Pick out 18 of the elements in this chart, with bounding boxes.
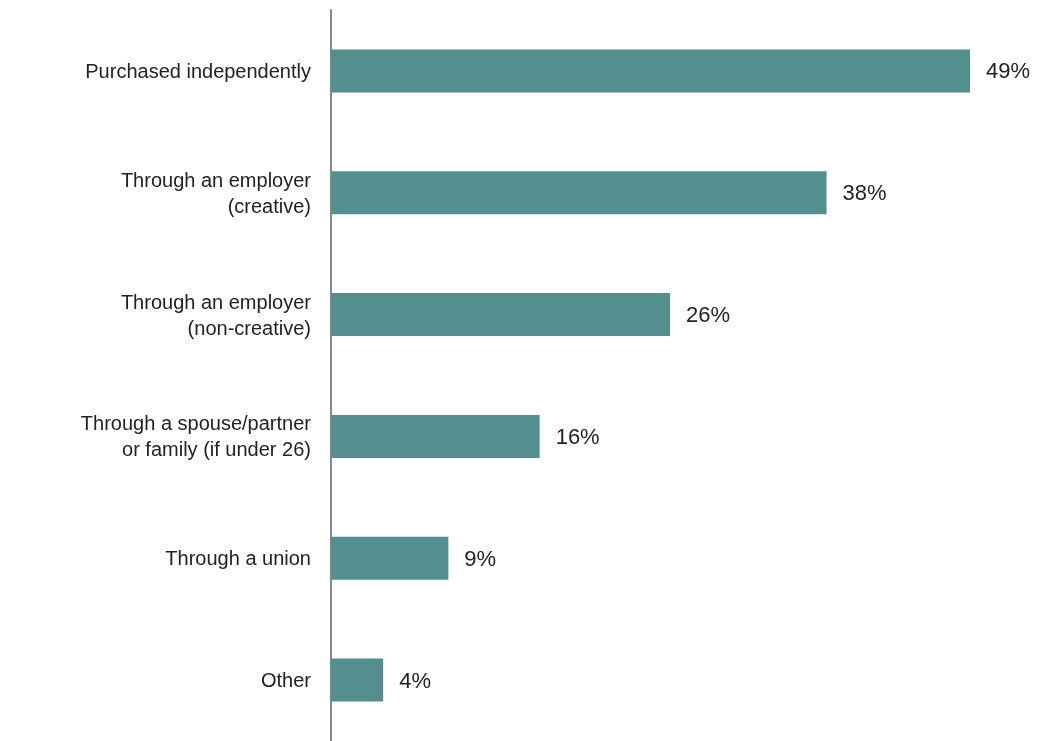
data-label: 16% (555, 423, 600, 449)
bar (331, 49, 970, 93)
bar (331, 414, 540, 458)
bar (331, 536, 449, 580)
y-tick-label: Through an employer (creative) (120, 168, 312, 217)
data-label: 38% (842, 180, 887, 206)
data-label: 4% (399, 667, 431, 693)
y-tick-label: Other (260, 669, 312, 692)
bar (331, 171, 827, 215)
bar (331, 658, 384, 702)
bar (331, 293, 671, 337)
y-tick-label: Through a spouse/partner or family (if under 26) (80, 412, 312, 461)
data-label: 9% (464, 545, 497, 571)
y-tick-label: Through a union (165, 547, 311, 570)
data-label: 26% (686, 302, 731, 328)
data-label: 49% (986, 58, 1031, 84)
y-tick-label: Through an employer (non-creative) (120, 290, 312, 339)
y-tick-label: Purchased independently (85, 59, 311, 82)
